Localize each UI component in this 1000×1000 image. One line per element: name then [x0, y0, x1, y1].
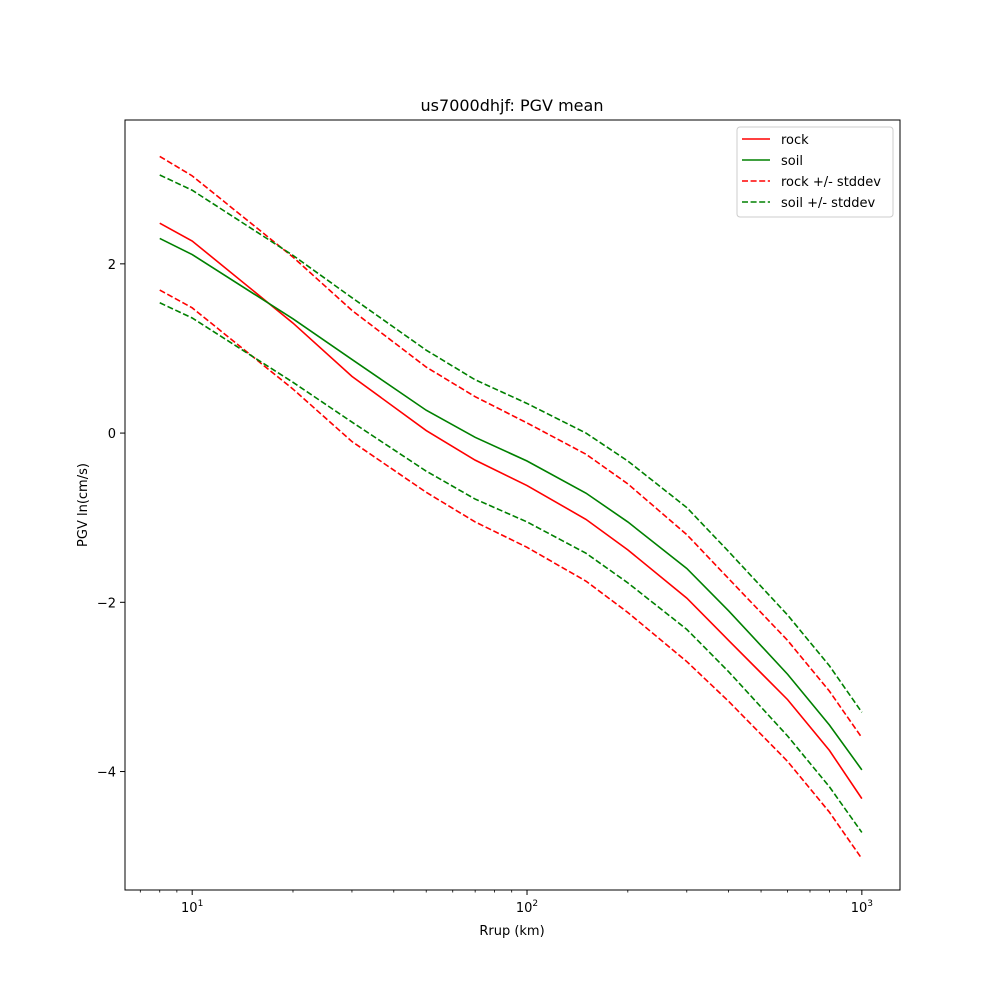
series-line-3 [159, 289, 863, 860]
y-axis-title: PGV ln(cm/s) [76, 463, 91, 547]
series-line-4 [159, 174, 863, 713]
y-tick-label-0: 2 [108, 258, 116, 273]
legend-box [736, 126, 894, 218]
plot-frame [124, 119, 901, 891]
legend-label-1: soil [781, 154, 803, 169]
x-tick-label-0: 101 [181, 899, 203, 916]
chart-title: us7000dhjf: PGV mean [421, 96, 604, 115]
legend-label-2: rock +/- stddev [781, 175, 881, 190]
y-tick-label-2: −2 [97, 596, 116, 611]
x-tick-label-2: 103 [851, 899, 873, 916]
y-tick-label-3: −4 [97, 766, 116, 781]
legend: rock soil rock +/- stddev soil +/- stddev [736, 126, 894, 218]
x-axis-title: Rrup (km) [479, 924, 544, 939]
series-line-0 [159, 222, 863, 800]
legend-label-3: soil +/- stddev [781, 196, 876, 211]
series-line-5 [159, 302, 863, 833]
series-line-1 [159, 237, 863, 771]
series-line-2 [159, 155, 863, 739]
x-tick-label-1: 102 [516, 899, 538, 916]
y-tick-label-1: 0 [108, 427, 116, 442]
legend-label-0: rock [781, 133, 809, 148]
series-layer [159, 155, 863, 860]
